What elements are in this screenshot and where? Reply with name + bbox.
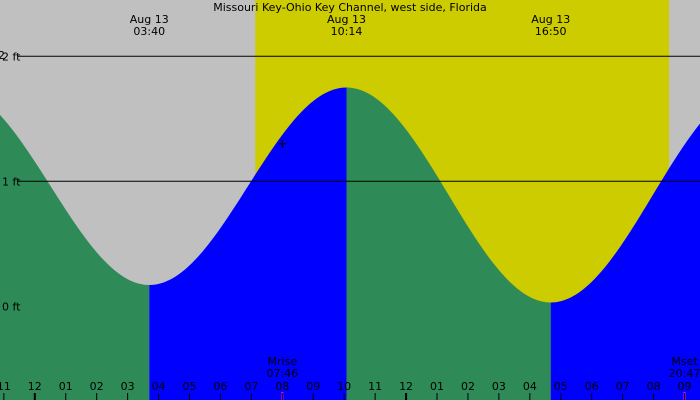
moon-event-time-0: 07:46 [266, 367, 298, 380]
hour-label-11: 10 [337, 380, 351, 393]
height-gridlines: 2 ft 1 ft 0 ft [2, 50, 700, 313]
hour-label-17: 04 [523, 380, 537, 393]
hour-label-18: 05 [554, 380, 568, 393]
falling-tide-segment-0 [0, 114, 150, 400]
hour-label-20: 07 [616, 380, 630, 393]
hour-axis: 11 12 01 02 03 04 05 06 07 08 09 10 11 12 01 02 03 04 05 06… [0, 380, 692, 400]
hour-label-2: 01 [59, 380, 73, 393]
chart-title: Missouri Key-Ohio Key Channel, west side… [213, 1, 487, 14]
hour-label-1: 12 [28, 380, 42, 393]
extreme-time-0: 03:40 [133, 25, 165, 38]
falling-tide-segment-2 [346, 87, 551, 400]
hour-label-16: 03 [492, 380, 506, 393]
y-tick-label-1: 1 ft [2, 175, 21, 188]
rising-tide-segment-1 [149, 87, 347, 400]
moon-event-name-1: Mset [671, 355, 698, 368]
hour-label-6: 05 [183, 380, 197, 393]
extreme-time-2: 16:50 [535, 25, 567, 38]
hour-label-21: 08 [647, 380, 661, 393]
hour-label-0: 11 [0, 380, 11, 393]
hour-label-19: 06 [585, 380, 599, 393]
hour-label-5: 04 [152, 380, 166, 393]
hour-label-14: 01 [430, 380, 444, 393]
extreme-date-2: Aug 13 [531, 13, 570, 26]
y-tick-label-0: 2 ft [2, 50, 21, 63]
current-marker [278, 139, 287, 148]
moon-event-time-1: 20:47 [669, 367, 700, 380]
hour-label-8: 07 [244, 380, 258, 393]
left-edge-label: 2 [0, 49, 5, 62]
hour-label-10: 09 [306, 380, 320, 393]
extreme-date-1: Aug 13 [327, 13, 366, 26]
extreme-date-0: Aug 13 [130, 13, 169, 26]
hour-label-22: 09 [678, 380, 692, 393]
hour-label-15: 02 [461, 380, 475, 393]
moon-event-name-0: Mrise [268, 355, 298, 368]
hour-label-13: 12 [399, 380, 413, 393]
hour-label-3: 02 [90, 380, 104, 393]
hour-label-4: 03 [121, 380, 135, 393]
hour-label-12: 11 [368, 380, 382, 393]
hour-label-7: 06 [213, 380, 227, 393]
tide-area [0, 87, 700, 400]
extreme-time-1: 10:14 [331, 25, 363, 38]
rising-tide-segment-3 [550, 123, 700, 400]
y-tick-label-2: 0 ft [2, 300, 21, 313]
hour-label-9: 08 [275, 380, 289, 393]
